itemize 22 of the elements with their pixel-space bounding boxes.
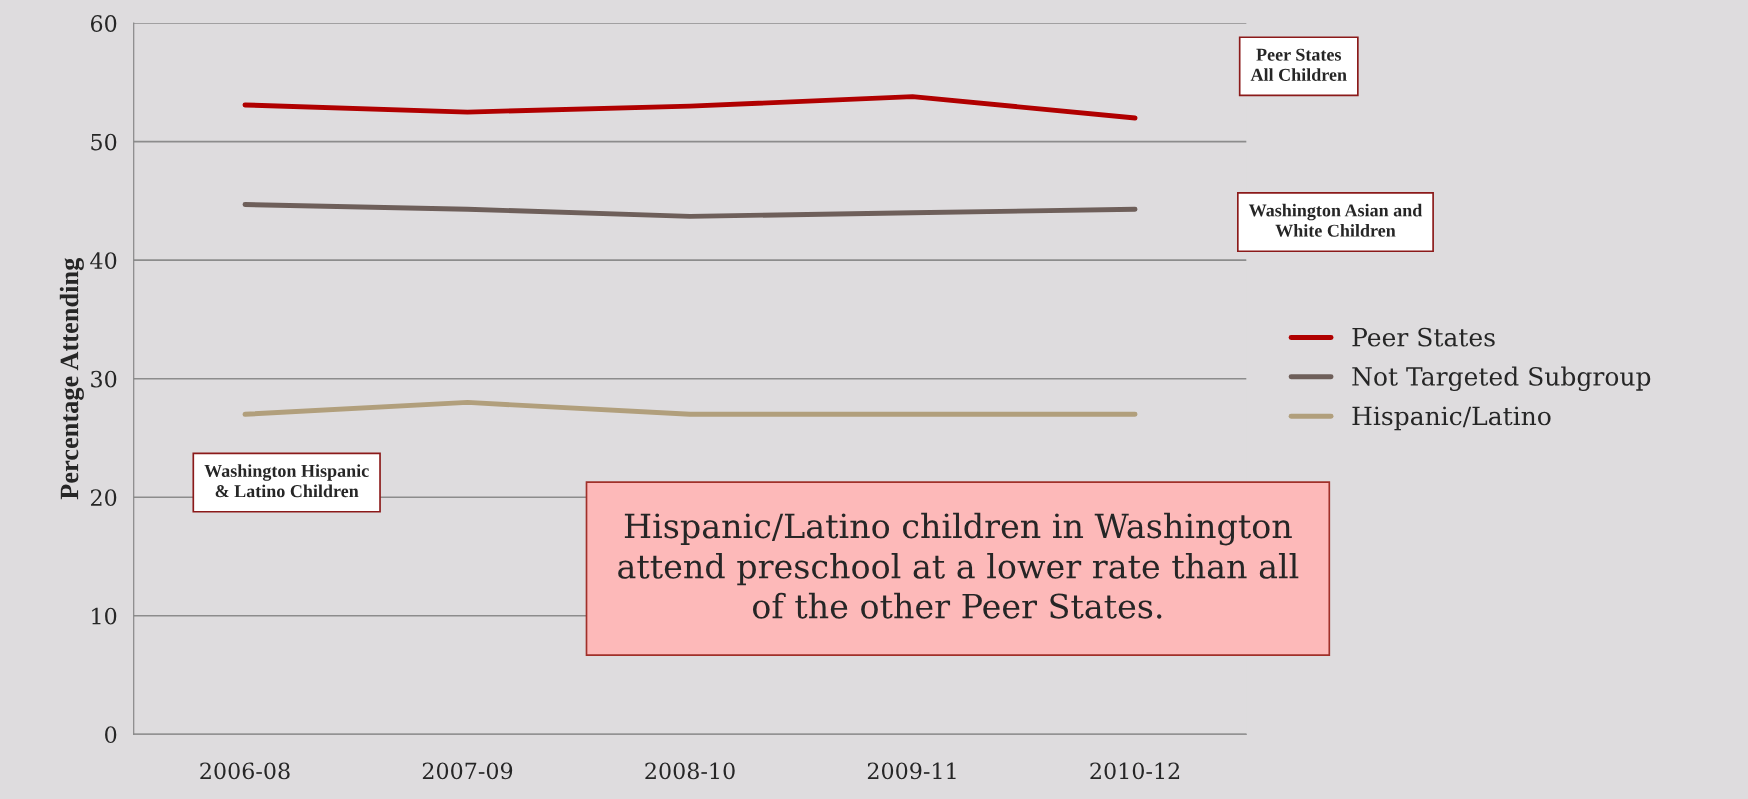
x-tick-label: 2008-10	[645, 762, 735, 780]
y-tick-label: 30	[91, 370, 117, 388]
x-tick-label: 2009-11	[867, 762, 956, 780]
legend-label: Hispanic/Latino	[1352, 406, 1551, 431]
annotation: Washington Hispanic & Latino Children	[204, 464, 369, 498]
text: Peer States All Children	[1250, 48, 1347, 81]
x-tick-label: 2006-08	[200, 762, 290, 780]
y-tick-label: 40	[90, 252, 117, 269]
y-axis-title: Percentage Attending	[59, 257, 84, 500]
annotation: Hispanic/Latino children in Washington attend preschool at a lower rate than all of the other Peer States.	[618, 512, 1299, 619]
line-series	[242, 202, 1138, 219]
y-tick-label: 60	[90, 15, 117, 32]
text: Washington Asian and White Children	[1248, 203, 1423, 237]
y-tick-label: 10	[92, 607, 117, 625]
legend-label: Peer States	[1352, 327, 1495, 347]
y-tick-label: 20	[90, 489, 117, 506]
line-series	[242, 94, 1138, 121]
y-tick-label: 50	[91, 133, 117, 151]
y-tick-label: 0	[105, 726, 117, 744]
x-tick-label: 2007-09	[422, 762, 513, 780]
legend-label: Not Targeted Subgroup	[1352, 366, 1651, 391]
x-tick-label: 2010-12	[1090, 762, 1180, 780]
